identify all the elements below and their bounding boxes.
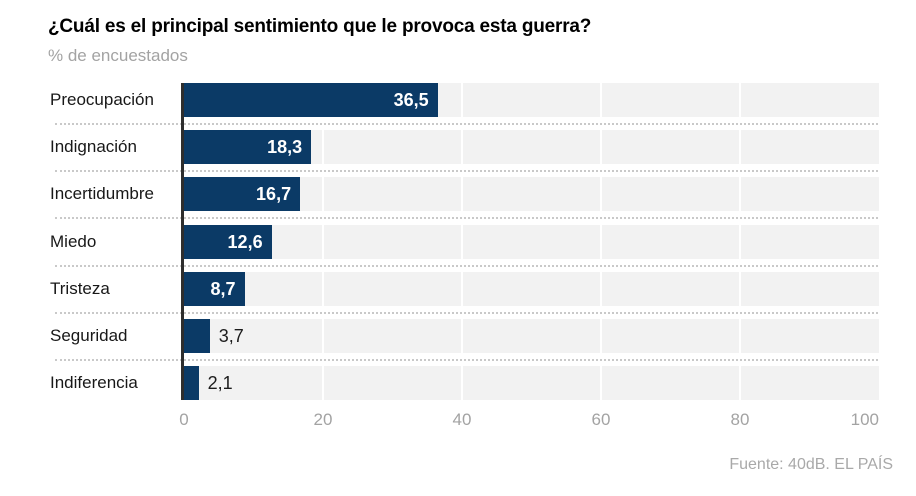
bar-track: 2,1: [184, 366, 879, 400]
row-separator: [55, 123, 878, 125]
category-label: Indiferencia: [50, 373, 138, 392]
row-separator: [55, 170, 878, 172]
x-axis-tick: 40: [452, 410, 472, 429]
bar-track: 8,7: [184, 272, 879, 306]
category-label: Incertidumbre: [50, 184, 154, 203]
bar: 8,7: [184, 272, 245, 306]
x-axis-tick: 60: [591, 410, 611, 429]
value-label: 18,3: [267, 137, 303, 157]
category-label: Miedo: [50, 232, 97, 251]
bar-track: 36,5: [184, 83, 879, 117]
bar: 12,6: [184, 225, 272, 259]
x-axis-tick: 20: [313, 410, 333, 429]
chart-title: ¿Cuál es el principal sentimiento que le…: [48, 16, 592, 37]
row-separator: [55, 217, 878, 219]
bar-row: Seguridad 3,7: [0, 319, 916, 366]
plot-area: Preocupación 36,5 Indignación 18,3 Incer…: [0, 83, 916, 400]
category-label: Preocupación: [50, 90, 154, 109]
bar-row: Preocupación 36,5: [0, 83, 916, 130]
bar-track: 18,3: [184, 130, 879, 164]
bar-row: Miedo 12,6: [0, 225, 916, 272]
row-separator: [55, 312, 878, 314]
bar: 36,5: [184, 83, 438, 117]
chart-subtitle: % de encuestados: [48, 46, 188, 65]
bar-track: 3,7: [184, 319, 879, 353]
value-label: 2,1: [207, 373, 233, 393]
x-axis-tick: 80: [730, 410, 750, 429]
value-label: 16,7: [256, 184, 292, 204]
value-label: 8,7: [210, 279, 236, 299]
bar-track: 16,7: [184, 177, 879, 211]
x-axis-tick: 0: [179, 410, 189, 429]
value-label: 12,6: [227, 232, 263, 252]
bar-row: Incertidumbre 16,7: [0, 177, 916, 224]
category-label: Seguridad: [50, 326, 128, 345]
bar-track: 12,6: [184, 225, 879, 259]
row-separator: [55, 265, 878, 267]
bar: 18,3: [184, 130, 312, 164]
axis-baseline: [181, 83, 184, 400]
bar: [184, 319, 210, 353]
row-separator: [55, 359, 878, 361]
bar-row: Indignación 18,3: [0, 130, 916, 177]
source-credit: Fuente: 40dB. EL PAÍS: [729, 456, 893, 473]
bar-row: Tristeza 8,7: [0, 272, 916, 319]
bar: [184, 366, 199, 400]
value-label: 3,7: [218, 326, 244, 346]
category-label: Tristeza: [50, 279, 110, 298]
value-label: 36,5: [393, 90, 429, 110]
x-axis-tick: 100: [850, 410, 879, 429]
bar-row: Indiferencia 2,1: [0, 366, 916, 413]
x-axis: 0 20 40 60 80 100: [0, 410, 916, 432]
bar: 16,7: [184, 177, 301, 211]
category-label: Indignación: [50, 137, 137, 156]
